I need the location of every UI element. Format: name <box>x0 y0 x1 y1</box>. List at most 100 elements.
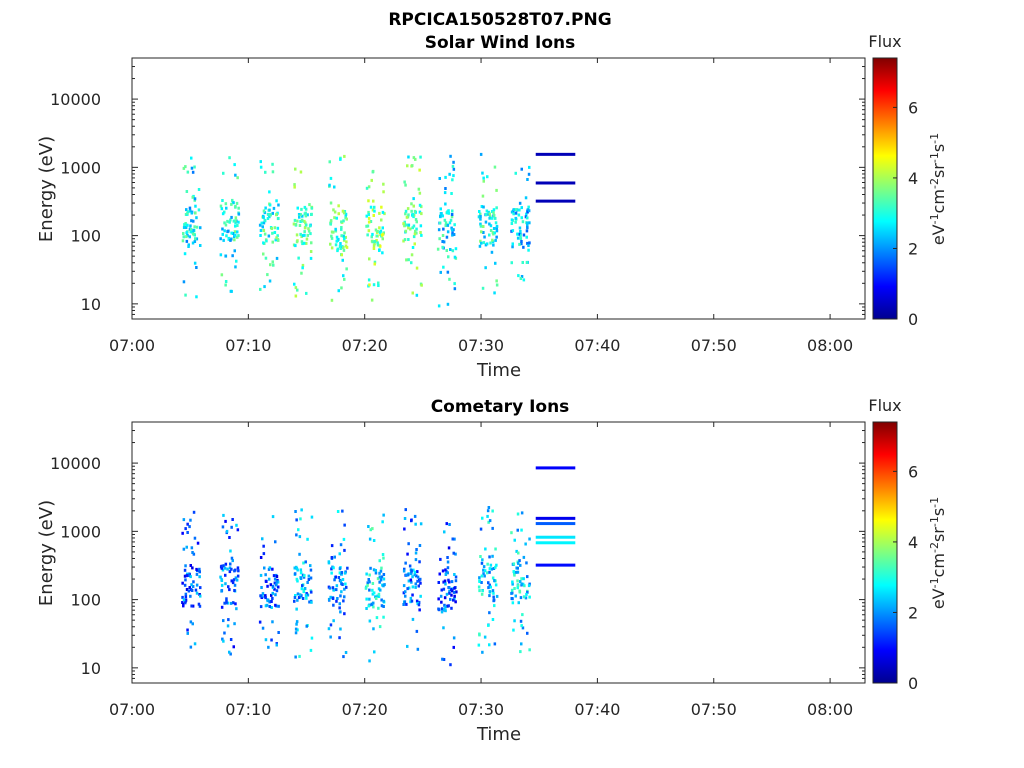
flux-pixel <box>410 569 413 573</box>
flux-pixel <box>184 595 188 599</box>
flux-pixel <box>294 631 298 635</box>
flux-pixel <box>372 568 376 572</box>
flux-pixel <box>382 513 385 517</box>
flux-pixel <box>197 188 201 191</box>
flux-pixel <box>370 602 374 606</box>
flux-pixel <box>441 234 445 237</box>
flux-band <box>535 152 576 156</box>
flux-pixel <box>225 206 228 210</box>
flux-pixel <box>454 552 457 556</box>
flux-pixel <box>309 564 312 568</box>
flux-pixel <box>342 248 346 252</box>
flux-pixel <box>516 586 519 590</box>
flux-pixel <box>224 254 227 258</box>
flux-pixel <box>339 247 342 250</box>
flux-pixel <box>520 240 523 243</box>
flux-pixel <box>368 283 371 287</box>
flux-pixel <box>404 183 407 187</box>
flux-pixel <box>480 574 484 578</box>
flux-pixel <box>264 206 267 210</box>
flux-pixel <box>519 580 522 583</box>
flux-pixel <box>367 278 371 282</box>
flux-band <box>535 181 576 185</box>
flux-pixel <box>482 572 485 576</box>
flux-pixel <box>452 160 455 164</box>
flux-pixel <box>191 566 194 570</box>
flux-pixel <box>451 209 454 213</box>
flux-pixel <box>229 289 233 293</box>
flux-pixel <box>186 170 190 174</box>
flux-pixel <box>298 535 302 539</box>
flux-pixel <box>236 528 240 532</box>
flux-pixel <box>304 211 307 215</box>
flux-pixel <box>452 598 455 602</box>
flux-pixel <box>231 198 234 202</box>
flux-pixel <box>231 232 235 235</box>
flux-pixel <box>297 213 301 216</box>
flux-pixel <box>330 298 334 302</box>
flux-pixel <box>407 223 411 227</box>
flux-pixel <box>329 242 332 246</box>
flux-pixel <box>327 627 331 631</box>
flux-pixel <box>298 215 301 219</box>
flux-pixel <box>481 516 484 520</box>
flux-pixel <box>520 216 523 220</box>
flux-pixel <box>300 218 304 222</box>
flux-pixel <box>191 170 195 174</box>
flux-pixel <box>219 204 223 208</box>
flux-pixel <box>402 591 406 595</box>
flux-pixel <box>522 278 526 282</box>
flux-pixel <box>484 266 487 270</box>
flux-pixel <box>334 243 338 247</box>
flux-pixel <box>489 563 493 567</box>
flux-pixel <box>527 248 530 252</box>
flux-pixel <box>310 206 314 210</box>
flux-pixel <box>443 191 447 195</box>
flux-pixel <box>234 221 237 225</box>
flux-pixel <box>371 592 375 596</box>
flux-pixel <box>261 592 265 596</box>
flux-pixel <box>276 226 280 230</box>
flux-pixel <box>186 531 189 534</box>
flux-pixel <box>486 509 490 513</box>
flux-pixel <box>517 274 520 278</box>
flux-pixel <box>525 561 528 565</box>
flux-pixel <box>451 231 454 235</box>
flux-pixel <box>338 567 342 571</box>
flux-pixel <box>402 569 406 573</box>
flux-pixel <box>452 174 455 178</box>
flux-pixel <box>330 230 334 234</box>
flux-pixel <box>517 232 520 236</box>
flux-pixel <box>182 166 186 170</box>
flux-pixel <box>182 232 185 235</box>
y-axis-label: Energy (eV) <box>36 136 57 242</box>
flux-pixel <box>299 568 303 572</box>
flux-pixel <box>416 570 419 574</box>
flux-pixel <box>306 581 309 584</box>
flux-pixel <box>445 592 449 596</box>
flux-pixel <box>381 553 385 556</box>
flux-pixel <box>415 231 418 235</box>
flux-pixel <box>367 578 370 581</box>
flux-pixel <box>482 241 486 245</box>
flux-pixel <box>343 237 346 241</box>
flux-pixel <box>342 274 345 278</box>
flux-pixel <box>446 223 450 227</box>
flux-pixel <box>342 219 345 223</box>
flux-pixel <box>195 572 199 576</box>
flux-pixel <box>182 547 186 551</box>
flux-pixel <box>295 607 298 611</box>
flux-pixel <box>414 157 417 161</box>
flux-pixel <box>269 583 273 587</box>
flux-pixel <box>294 244 297 248</box>
flux-pixel <box>402 584 406 588</box>
axes: 07:00 07:10 07:20 07:30 07:40 07:50 08:00 10 100… <box>50 421 865 719</box>
flux-pixel <box>182 280 186 284</box>
flux-pixel <box>181 581 184 585</box>
flux-pixel <box>198 593 201 596</box>
flux-pixel <box>270 593 273 597</box>
flux-pixel <box>237 212 241 216</box>
flux-pixel <box>418 560 421 564</box>
flux-pixel <box>373 205 376 209</box>
